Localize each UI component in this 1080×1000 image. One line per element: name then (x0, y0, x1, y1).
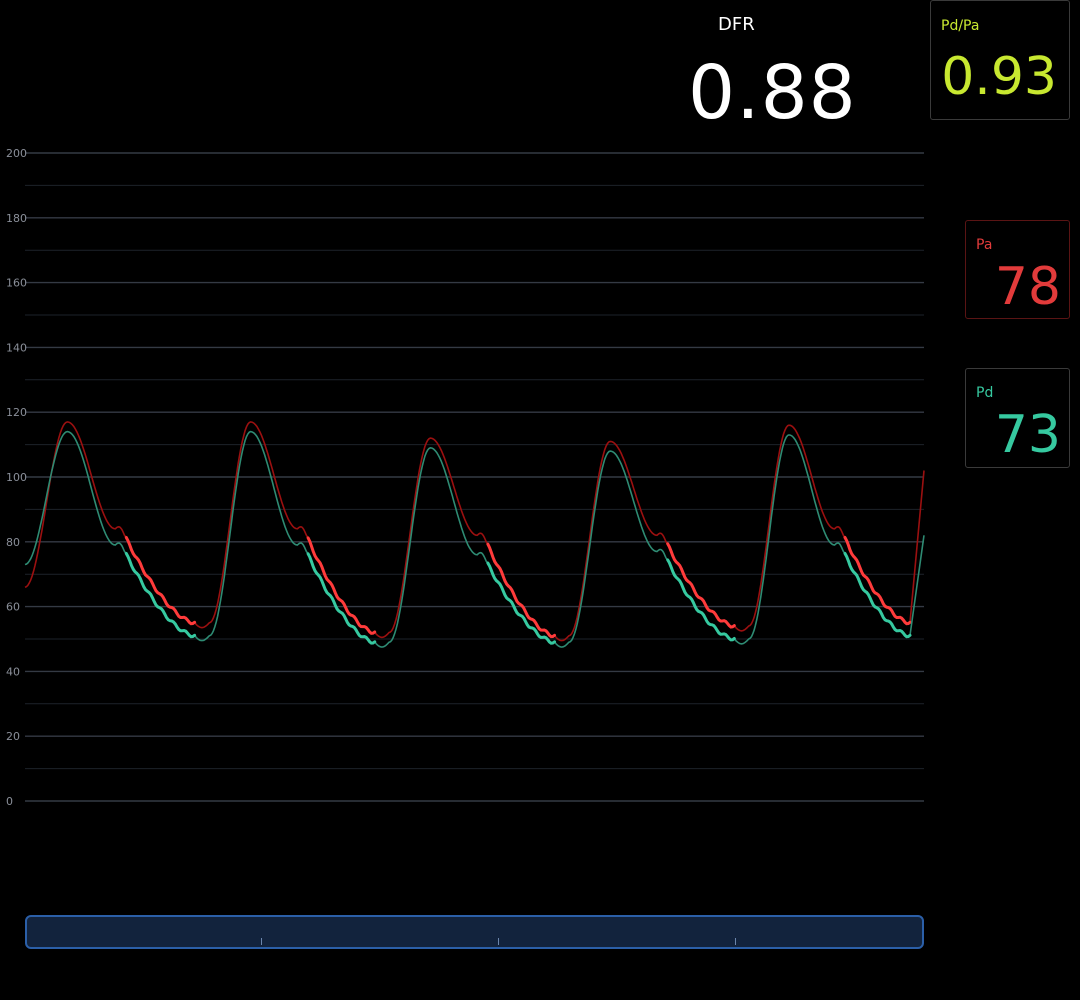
series-pa-diastolic-segment (843, 536, 912, 626)
y-tick-label: 100 (6, 471, 27, 484)
y-tick-label: 180 (6, 212, 27, 225)
pd-pa-label: Pd/Pa (941, 18, 980, 34)
pd-label: Pd (976, 385, 994, 401)
series-pd-diastolic-segment (486, 561, 556, 645)
pa-value: 78 (994, 257, 1061, 317)
chart-grid (25, 152, 924, 802)
dfr-value: 0.88 (688, 50, 857, 136)
pa-pressure-box: Pa 78 (965, 220, 1070, 319)
y-tick-label: 160 (6, 277, 27, 290)
series-pa-diastolic-segment (124, 536, 197, 626)
series-pd-diastolic-segment (843, 552, 912, 639)
y-tick-label: 20 (6, 730, 20, 743)
scrollbar-tick (498, 938, 499, 945)
series-pd-diastolic-segment (666, 558, 736, 642)
series-pa-waveform (24, 421, 925, 642)
dfr-readout: DFR 0.88 (640, 10, 900, 140)
series-pa-diastolic-segment (666, 542, 736, 629)
y-tick-label: 80 (6, 536, 20, 549)
y-tick-label: 120 (6, 406, 27, 419)
series-pd-line (24, 430, 925, 648)
scrollbar-tick (735, 938, 736, 945)
pd-pressure-box: Pd 73 (965, 368, 1070, 468)
dfr-label: DFR (718, 14, 755, 35)
y-tick-label: 40 (6, 665, 20, 678)
series-pd-diastolic-segment (306, 552, 377, 645)
pa-label: Pa (976, 237, 993, 253)
series-pa-diastolic-segment (486, 542, 556, 639)
y-tick-label: 60 (6, 601, 20, 614)
waveform-series (24, 421, 925, 648)
series-pd-waveform (24, 430, 925, 648)
y-tick-label: 140 (6, 341, 27, 354)
y-tick-label: 200 (6, 147, 27, 160)
y-tick-label: 0 (6, 795, 13, 808)
pd-value: 73 (994, 405, 1061, 465)
series-pa-diastolic-segment (306, 536, 377, 635)
pd-pa-value: 0.93 (941, 47, 1057, 107)
scrollbar-tick (261, 938, 262, 945)
pd-pa-ratio-box: Pd/Pa 0.93 (930, 0, 1070, 120)
series-pd-diastolic-segment (124, 552, 197, 639)
timeline-scrollbar[interactable] (25, 915, 924, 949)
